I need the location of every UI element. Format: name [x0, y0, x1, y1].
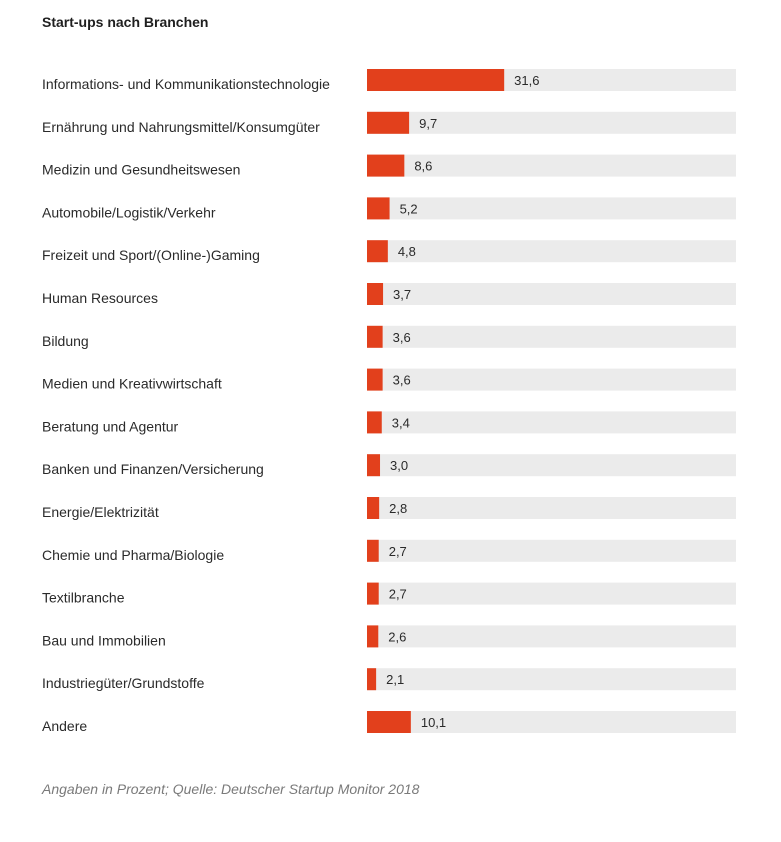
- category-label: Ernährung und Nahrungsmittel/Konsumgüter: [42, 119, 320, 135]
- bar-track: [367, 240, 736, 263]
- bar: [367, 283, 384, 305]
- bar: [367, 325, 383, 348]
- bar-track: [367, 668, 736, 691]
- bar: [367, 368, 383, 391]
- bar-track: [367, 454, 736, 477]
- value-label: 10,1: [421, 715, 446, 730]
- bar: [367, 69, 505, 91]
- bar-track: [367, 539, 736, 562]
- bar-track: [367, 582, 736, 605]
- value-label: 4,8: [398, 244, 416, 259]
- value-label: 3,0: [390, 458, 408, 473]
- bar: [367, 154, 405, 177]
- source-note: Angaben in Prozent; Quelle: Deutscher St…: [42, 781, 420, 797]
- category-label: Andere: [42, 718, 87, 734]
- bar: [367, 582, 379, 605]
- value-label: 2,7: [389, 587, 407, 602]
- category-label: Chemie und Pharma/Biologie: [42, 547, 224, 563]
- value-label: 3,4: [392, 415, 410, 430]
- value-label: 9,7: [419, 116, 437, 131]
- category-label: Banken und Finanzen/Versicherung: [42, 461, 264, 477]
- category-label: Industriegüter/Grundstoffe: [42, 675, 205, 691]
- value-label: 2,8: [389, 501, 407, 516]
- bar: [367, 539, 379, 562]
- category-label: Informations- und Kommunikationstechnolo…: [42, 76, 330, 92]
- category-label: Textilbranche: [42, 590, 125, 606]
- category-label: Bildung: [42, 333, 89, 349]
- bar-track: [367, 111, 736, 134]
- category-label: Medizin und Gesundheitswesen: [42, 162, 240, 178]
- bar-track: [367, 411, 736, 434]
- bar-track: [367, 325, 736, 348]
- bar: [367, 625, 379, 648]
- value-label: 5,2: [400, 201, 418, 216]
- value-label: 3,6: [393, 373, 411, 388]
- value-label: 2,6: [388, 629, 406, 644]
- category-label: Freizeit und Sport/(Online-)Gaming: [42, 247, 260, 263]
- category-label: Human Resources: [42, 290, 158, 306]
- value-label: 3,6: [393, 330, 411, 345]
- bar-track: [367, 711, 736, 733]
- bar: [367, 668, 377, 691]
- value-label: 2,7: [389, 544, 407, 559]
- bar: [367, 411, 382, 434]
- bar: [367, 711, 411, 733]
- category-label: Beratung und Agentur: [42, 418, 179, 434]
- bar-track: [367, 197, 736, 220]
- bar: [367, 197, 390, 220]
- bar-track: [367, 625, 736, 648]
- category-label: Bau und Immobilien: [42, 632, 166, 648]
- bar: [367, 454, 381, 477]
- bar-track: [367, 497, 736, 519]
- bar: [367, 497, 380, 519]
- value-label: 8,6: [414, 159, 432, 174]
- category-label: Automobile/Logistik/Verkehr: [42, 204, 216, 220]
- bar-track: [367, 368, 736, 391]
- value-label: 2,1: [386, 672, 404, 687]
- bar: [367, 111, 410, 134]
- value-label: 3,7: [393, 287, 411, 302]
- chart-title: Start-ups nach Branchen: [42, 14, 209, 30]
- bar-track: [367, 154, 736, 177]
- category-label: Medien und Kreativwirtschaft: [42, 376, 222, 392]
- value-label: 31,6: [514, 73, 539, 88]
- category-label: Energie/Elektrizität: [42, 504, 159, 520]
- bar: [367, 240, 388, 263]
- bar-track: [367, 283, 736, 305]
